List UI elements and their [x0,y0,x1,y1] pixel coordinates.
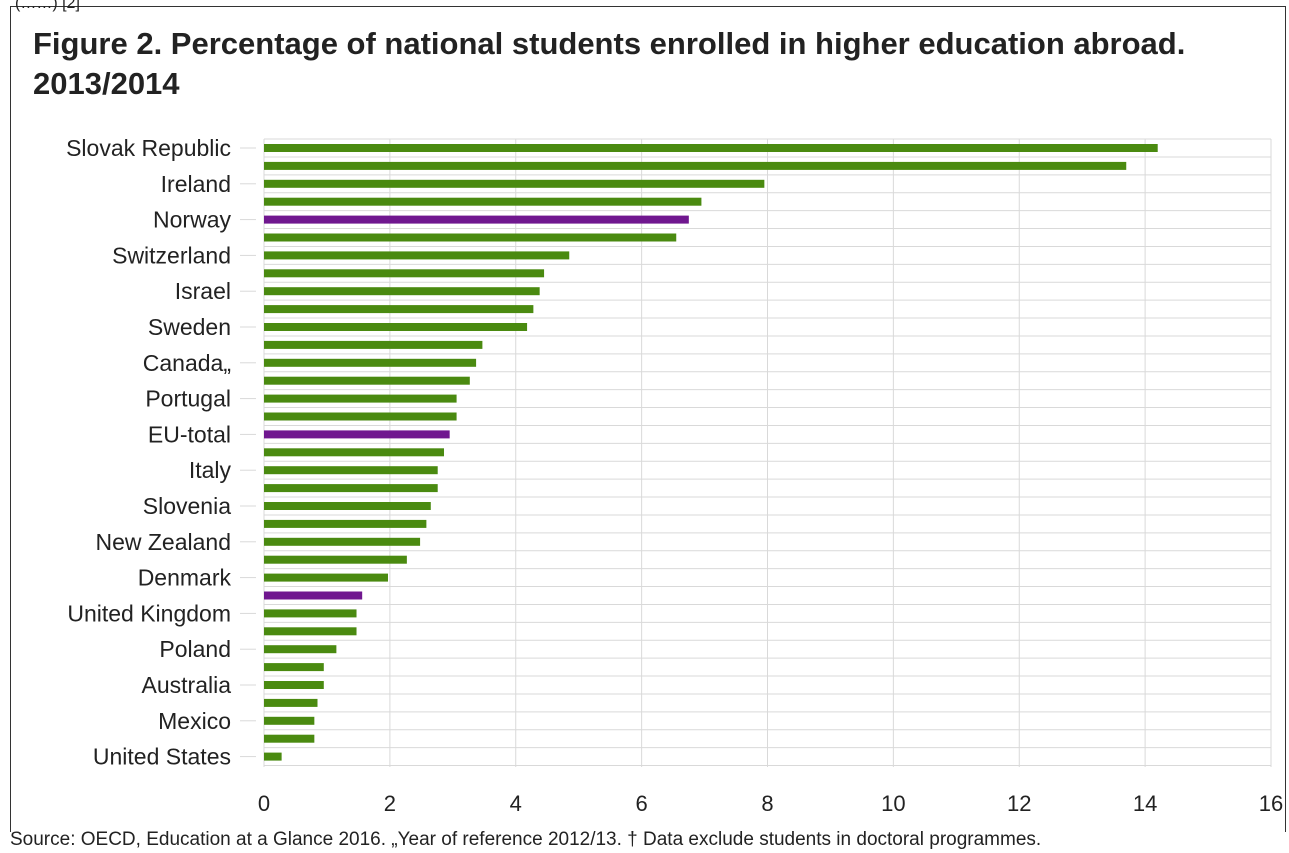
bar-aggregate [264,430,450,439]
bar-aggregate [264,215,689,224]
bar [264,627,357,636]
bar [264,305,534,314]
x-tick-label: 10 [881,791,905,816]
bar [264,484,438,493]
bar [264,179,765,188]
category-label: Portugal [145,386,231,412]
x-tick-label: 14 [1133,791,1157,816]
source-note: Source: OECD, Education at a Glance 2016… [10,829,1042,850]
bar [264,287,540,296]
category-label: Poland [159,636,231,662]
category-label: New Zealand [95,529,231,555]
bar [264,519,427,528]
bar [264,698,318,707]
category-label: EU-total [148,421,231,447]
x-tick-label: 2 [384,791,396,816]
bar [264,269,545,278]
category-label: Israel [175,278,231,304]
bar [264,394,457,403]
category-label: Slovak Republic [66,135,231,161]
category-label: Norway [153,207,231,233]
category-label: Italy [189,457,232,483]
bar [264,251,570,260]
bar [264,448,445,457]
bar [264,537,421,546]
bar [264,609,357,618]
bar [264,323,528,331]
figure-frame: (……) [2] [10,0,1286,832]
category-label: Mexico [158,708,231,734]
category-label: Switzerland [112,242,231,268]
bar [264,144,1158,152]
x-tick-label: 12 [1007,791,1031,816]
bar [264,376,470,385]
cut-off-text: (……) [2] [15,0,80,12]
x-tick-label: 4 [510,791,522,816]
category-label: United States [93,744,231,770]
bar [264,663,324,672]
category-label: Australia [142,672,232,698]
x-tick-label: 0 [258,791,270,816]
bar [264,412,457,421]
bar [264,466,438,475]
bar [264,555,407,564]
bar [264,752,282,761]
bar [264,161,1127,170]
bar [264,573,388,582]
bar [264,358,477,367]
bar [264,340,483,349]
category-label: Ireland [161,171,231,197]
bar [264,197,702,206]
x-tick-label: 16 [1259,791,1283,816]
bar [264,645,337,654]
x-tick-label: 8 [761,791,773,816]
category-label: Canada„ [143,350,231,376]
bar [264,734,315,743]
category-label: Slovenia [143,493,231,519]
bar [264,502,431,510]
category-label: United Kingdom [67,600,231,626]
bar-aggregate [264,591,363,600]
x-tick-label: 6 [636,791,648,816]
chart-title: Figure 2. Percentage of national student… [33,26,1186,101]
bar [264,716,315,725]
category-label: Denmark [138,565,232,591]
bar [264,681,324,689]
category-label: Sweden [148,314,231,340]
bar [264,233,677,242]
